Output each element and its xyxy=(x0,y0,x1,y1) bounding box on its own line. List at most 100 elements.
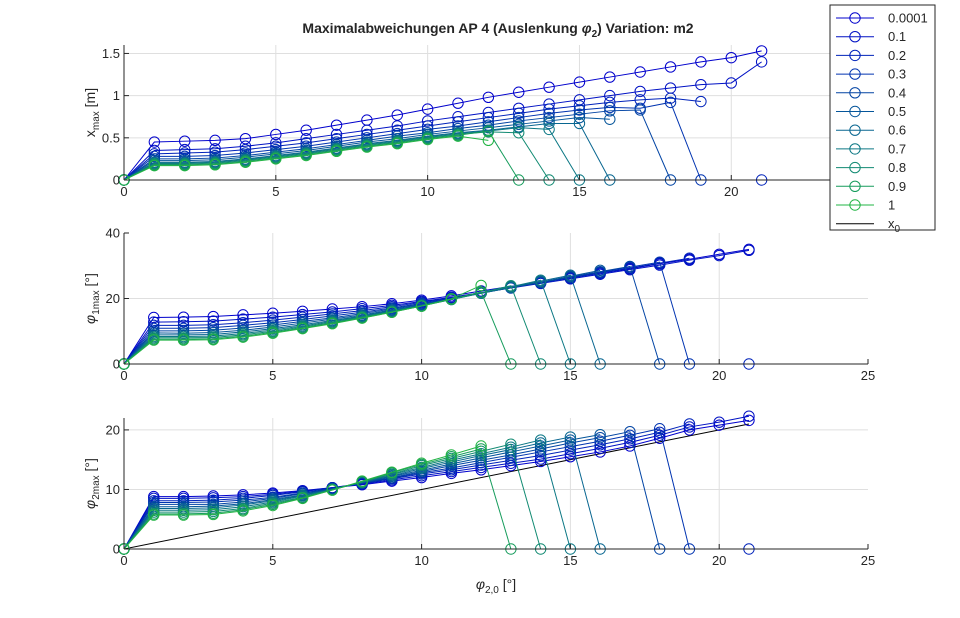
point-xmax-2-13 xyxy=(513,107,525,120)
legend-label-11: x0 xyxy=(888,216,901,235)
point-phi2max-7-13 xyxy=(505,441,517,453)
x-tick-label-phi2max-1: 5 xyxy=(269,553,276,568)
y-axis-label-main-xmax: x xyxy=(82,130,98,137)
point-phi2max-10-7 xyxy=(326,484,339,496)
point-phi1max-10-1 xyxy=(148,334,160,346)
plot-area-phi2max xyxy=(124,418,868,549)
point-phi2max-6-14 xyxy=(534,437,547,449)
legend-entry-3: 0.3 xyxy=(836,67,906,82)
y-axis-label-main-phi1max: φ xyxy=(82,315,98,324)
point-xmax-1-17 xyxy=(634,85,646,98)
x-tick-label-phi1max-1: 5 xyxy=(269,368,276,383)
point-phi2max-5-12 xyxy=(475,452,487,464)
legend-label-2: 0.2 xyxy=(888,48,906,63)
point-xmax-6-14 xyxy=(543,117,555,130)
point-xmax-10-2 xyxy=(179,159,191,172)
point-phi1max-10-12 xyxy=(475,279,487,292)
y-tick-label-xmax-1: 0.5 xyxy=(102,130,120,145)
point-xmax-1-4 xyxy=(239,140,252,152)
y-axis-label-main-phi2max: φ xyxy=(82,500,98,509)
point-phi2max-3-14 xyxy=(534,446,547,458)
point-xmax-0-18 xyxy=(664,61,677,73)
point-phi1max-1-21 xyxy=(743,244,755,257)
point-phi2max-3-16 xyxy=(594,435,606,447)
point-phi2max-4-14 xyxy=(534,443,547,455)
point-xmax-3-1 xyxy=(148,150,161,163)
point-xmax-10-4 xyxy=(239,156,252,168)
point-xmax-0-2 xyxy=(179,135,191,147)
y-axis-label-phi1max: φ1max [°] xyxy=(82,273,102,324)
point-phi1max-0-3 xyxy=(207,310,219,323)
point-xmax-5-12 xyxy=(482,121,495,134)
legend-marker-2 xyxy=(849,49,861,62)
point-phi2max-10-4 xyxy=(237,505,249,517)
series-line-xmax-6-0 xyxy=(123,122,611,181)
x-tick-label-xmax-4: 20 xyxy=(724,184,738,199)
point-xmax-3-16 xyxy=(604,101,616,114)
legend-marker-4 xyxy=(849,87,861,99)
point-xmax-5-13 xyxy=(513,118,525,131)
x-tick-label-xmax-2: 10 xyxy=(420,184,434,199)
point-phi1max-10-4 xyxy=(237,331,249,343)
point-phi2max-2-14 xyxy=(534,449,547,462)
y-tick-label-phi2max-2: 20 xyxy=(106,422,120,437)
legend-label-main-3: 0.3 xyxy=(888,67,906,82)
legend-entry-10: 1 xyxy=(836,198,895,213)
point-xmax-6-15 xyxy=(573,117,586,130)
point-phi1max-1-20 xyxy=(713,249,725,262)
legend-label-main-6: 0.6 xyxy=(888,123,906,138)
point-xmax-3-2 xyxy=(179,150,191,163)
title-suffix: ) Variation: m2 xyxy=(597,20,694,36)
legend-entry-1: 0.1 xyxy=(836,29,906,44)
legend-label-9: 0.9 xyxy=(888,179,906,194)
point-xmax-5-16 xyxy=(604,113,616,125)
legend-label-1: 0.1 xyxy=(888,29,906,44)
point-phi1max-3-18 xyxy=(653,256,666,268)
point-xmax-5-15 xyxy=(573,111,586,124)
point-phi2max-2-19 xyxy=(683,418,696,430)
point-xmax-1-19 xyxy=(695,78,707,91)
point-xmax-10-6 xyxy=(300,149,312,162)
x-tick-label-phi2max-5: 25 xyxy=(861,553,875,568)
point-xmax-10-12 xyxy=(482,134,495,147)
legend-marker-1 xyxy=(849,31,861,43)
point-xmax-10-10 xyxy=(421,133,434,146)
point-xmax-0-19 xyxy=(695,56,707,68)
y-axis-label-phi2max: φ2max [°] xyxy=(82,458,102,509)
point-xmax-0-4 xyxy=(239,132,252,145)
point-phi2max-10-2 xyxy=(177,509,190,521)
reference-line-phi2max xyxy=(123,423,750,550)
point-phi2max-3-17 xyxy=(624,429,636,441)
x-tick-label-phi1max-2: 10 xyxy=(414,368,428,383)
figure-title: Maximalabweichungen AP 4 (Auslenkung φ2)… xyxy=(302,20,693,40)
point-phi2max-10-3 xyxy=(207,508,219,521)
series-line-xmax-7-0 xyxy=(123,127,580,181)
point-phi2max-9-12 xyxy=(475,443,487,455)
x-tick-label-xmax-1: 5 xyxy=(272,184,279,199)
series-line-phi2max-0-0 xyxy=(123,419,750,550)
x-tick-label-phi1max-0: 0 xyxy=(120,368,127,383)
point-phi2max-10-12 xyxy=(475,440,487,452)
legend-marker-5 xyxy=(849,105,861,118)
point-phi2max-8-13 xyxy=(505,438,517,450)
point-phi1max-10-3 xyxy=(207,334,219,346)
point-xmax-0-12 xyxy=(482,91,495,104)
point-xmax-0-21 xyxy=(755,45,768,57)
series-xmax-1 xyxy=(118,56,768,186)
point-phi1max-7-14 xyxy=(534,274,547,286)
legend-entry-5: 0.5 xyxy=(836,104,906,119)
point-phi1max-0-5 xyxy=(267,307,279,319)
y-tick-label-phi1max-0: 0 xyxy=(113,357,120,372)
point-phi2max-4-17 xyxy=(624,425,636,438)
y-axis-label-xmax: xmax [m] xyxy=(82,88,102,137)
y-axis-label-sub-xmax: max xyxy=(91,111,102,130)
series-line-phi2max-1-0 xyxy=(123,415,750,550)
point-xmax-3-5 xyxy=(270,143,282,156)
point-phi1max-10-9 xyxy=(386,306,398,318)
series-line-phi2max-5-0 xyxy=(123,434,601,550)
title-subscript: 2 xyxy=(592,29,598,40)
legend-label-main-0: 0.0001 xyxy=(888,11,928,26)
point-xmax-7-14 xyxy=(543,123,555,136)
point-xmax-3-4 xyxy=(239,147,252,159)
